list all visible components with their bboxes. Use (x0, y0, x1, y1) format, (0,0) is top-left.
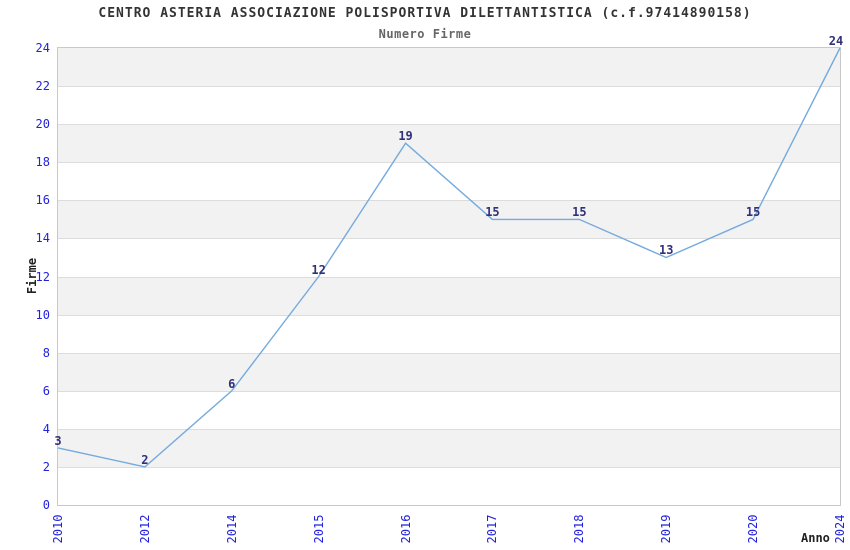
chart-title: CENTRO ASTERIA ASSOCIAZIONE POLISPORTIVA… (98, 6, 752, 21)
gridline (58, 86, 840, 88)
gridline (58, 276, 840, 278)
y-tick-label: 20 (35, 117, 50, 132)
data-point-label: 15 (745, 205, 761, 220)
x-tick-label: 2015 (311, 514, 326, 544)
x-tick-label: 2017 (485, 514, 500, 544)
y-tick-label: 12 (35, 269, 50, 284)
data-point-label: 3 (54, 433, 62, 448)
data-point-label: 15 (485, 205, 500, 220)
y-tick-label: 2 (42, 459, 50, 474)
gridline (58, 124, 840, 126)
data-point-label: 19 (398, 129, 413, 144)
gridline (58, 352, 840, 354)
data-point-label: 13 (658, 243, 674, 258)
data-point-label: 24 (828, 34, 844, 48)
x-tick-label: 2018 (572, 514, 587, 544)
plot-band (58, 314, 840, 353)
plot-band (58, 352, 840, 391)
plot-area (57, 47, 841, 506)
plot-band (58, 428, 840, 467)
y-tick-label: 0 (42, 498, 50, 512)
line-series (57, 47, 841, 468)
y-tick-label: 24 (35, 41, 50, 55)
data-point-label: 6 (228, 376, 236, 391)
plot-band (58, 48, 840, 87)
y-axis-title: Firme (25, 257, 40, 295)
gridline (58, 200, 840, 202)
plot-band (58, 238, 840, 277)
x-tick-label: 2016 (398, 514, 413, 544)
plot-band (58, 276, 840, 315)
data-point-label: 12 (311, 262, 326, 277)
data-point-label: 2 (141, 452, 149, 467)
plot-band (58, 466, 840, 505)
x-tick-label: 2012 (137, 514, 152, 544)
gridline (58, 162, 840, 164)
y-tick-label: 22 (35, 79, 50, 94)
x-tick-label: 2020 (746, 514, 761, 544)
x-tick-label: 2024 (833, 514, 847, 544)
y-tick-label: 14 (35, 231, 50, 246)
y-tick-label: 18 (35, 155, 50, 170)
plot-band (58, 390, 840, 429)
gridline (58, 466, 840, 468)
x-tick-label: 2014 (224, 514, 239, 544)
gridline (58, 314, 840, 316)
data-point-label: 15 (572, 205, 587, 220)
plot-band (58, 86, 840, 125)
gridline (58, 428, 840, 430)
y-tick-label: 4 (42, 421, 50, 436)
x-tick-label: 2019 (659, 514, 674, 544)
x-tick-label: 2010 (51, 514, 65, 544)
gridline (58, 390, 840, 392)
firme-line-series (57, 47, 841, 468)
plot-band (58, 124, 840, 163)
y-tick-label: 6 (42, 383, 50, 398)
plot-band (58, 200, 840, 239)
y-tick-label: 8 (42, 345, 50, 360)
x-axis-title: Anno (801, 531, 830, 545)
y-tick-label: 10 (35, 307, 50, 322)
chart-subtitle: Numero Firme (378, 27, 472, 41)
y-tick-label: 16 (35, 193, 50, 208)
gridline (58, 238, 840, 240)
